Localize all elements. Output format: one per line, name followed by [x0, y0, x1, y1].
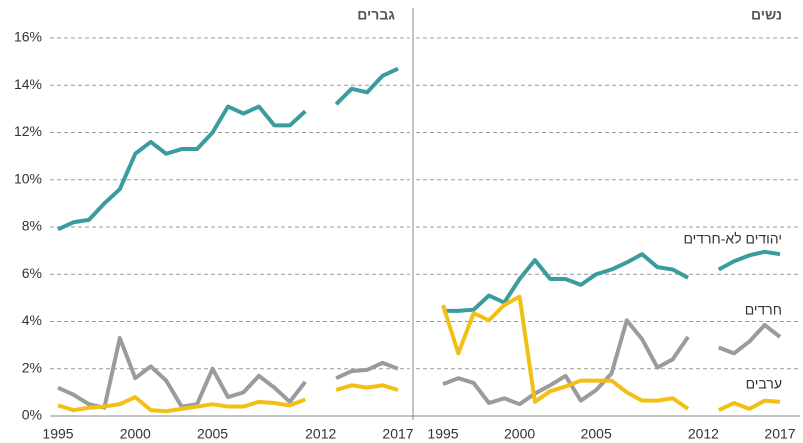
series-line	[57, 66, 399, 232]
y-tick-label: 6%	[22, 265, 42, 281]
y-tick-label: 8%	[22, 218, 42, 234]
y-tick-label: 16%	[14, 29, 42, 45]
series-line	[441, 294, 781, 412]
x-tick-label: 2000	[504, 426, 535, 442]
x-tick-label: 1995	[427, 426, 458, 442]
y-tick-label: 10%	[14, 170, 42, 186]
series-label: ערבים	[746, 376, 782, 392]
y-tick-label: 4%	[22, 312, 42, 328]
y-tick-label: 14%	[14, 76, 42, 92]
series-label: חרדים	[745, 302, 782, 318]
x-tick-label: 2005	[197, 426, 228, 442]
panel-title: נשים	[751, 7, 782, 23]
series-line	[57, 336, 399, 410]
x-tick-label: 2000	[120, 426, 151, 442]
series-label: יהודים לא-חרדים	[683, 231, 782, 247]
x-tick-label: 2017	[764, 426, 795, 442]
y-tick-label: 0%	[22, 407, 42, 423]
x-tick-label: 2005	[581, 426, 612, 442]
y-tick-label: 12%	[14, 123, 42, 139]
y-tick-label: 2%	[22, 359, 42, 375]
x-tick-label: 2012	[688, 426, 719, 442]
x-tick-label: 1995	[42, 426, 73, 442]
x-tick-label: 2012	[305, 426, 336, 442]
series-line	[443, 249, 781, 313]
x-tick-label: 2017	[382, 426, 413, 442]
series-line	[442, 318, 782, 407]
panel-title: גברים	[357, 7, 395, 23]
series-line	[57, 383, 399, 414]
